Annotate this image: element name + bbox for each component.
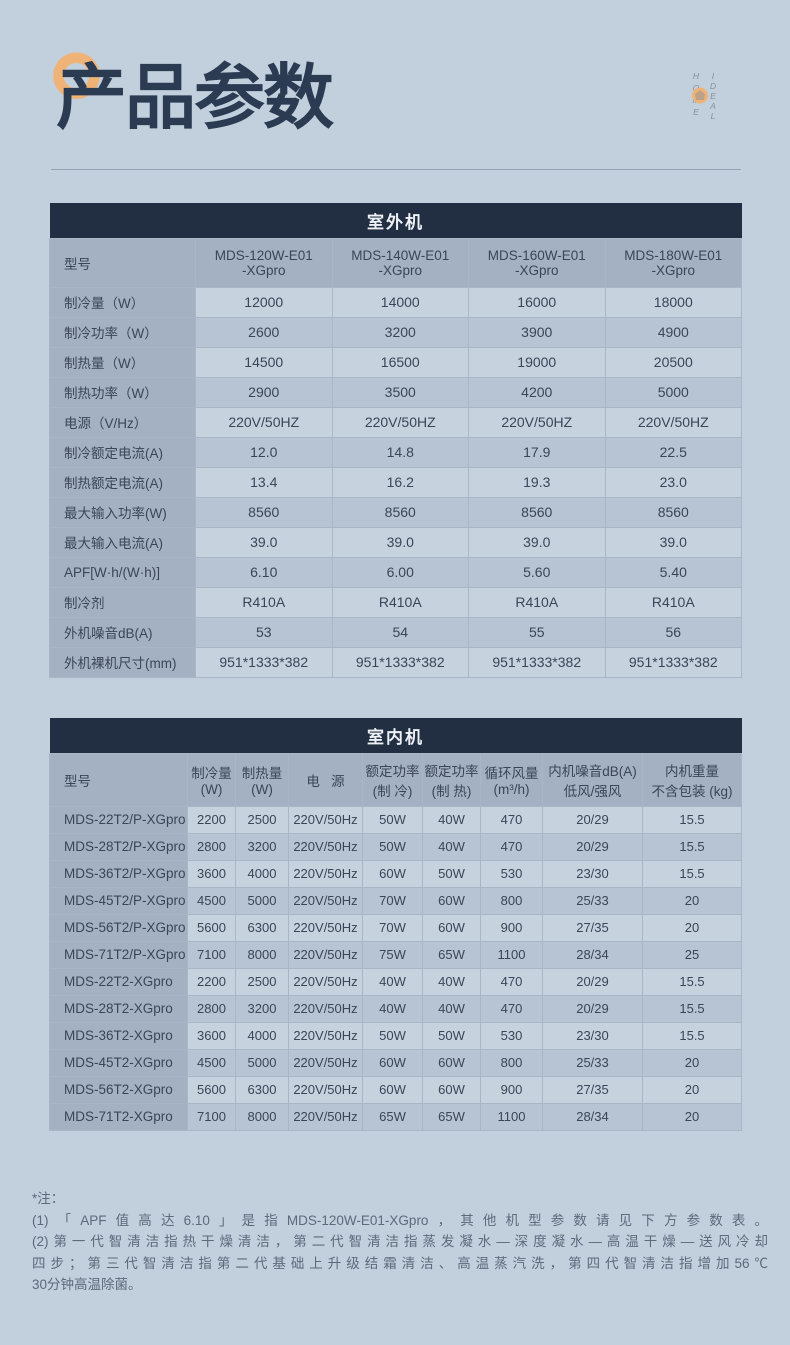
svg-text:A: A — [709, 101, 716, 111]
svg-text:E: E — [710, 91, 716, 101]
svg-text:L: L — [711, 111, 716, 121]
svg-text:D: D — [710, 81, 716, 91]
svg-text:E: E — [693, 107, 699, 117]
svg-text:H: H — [693, 71, 700, 81]
svg-text:I: I — [712, 71, 715, 81]
